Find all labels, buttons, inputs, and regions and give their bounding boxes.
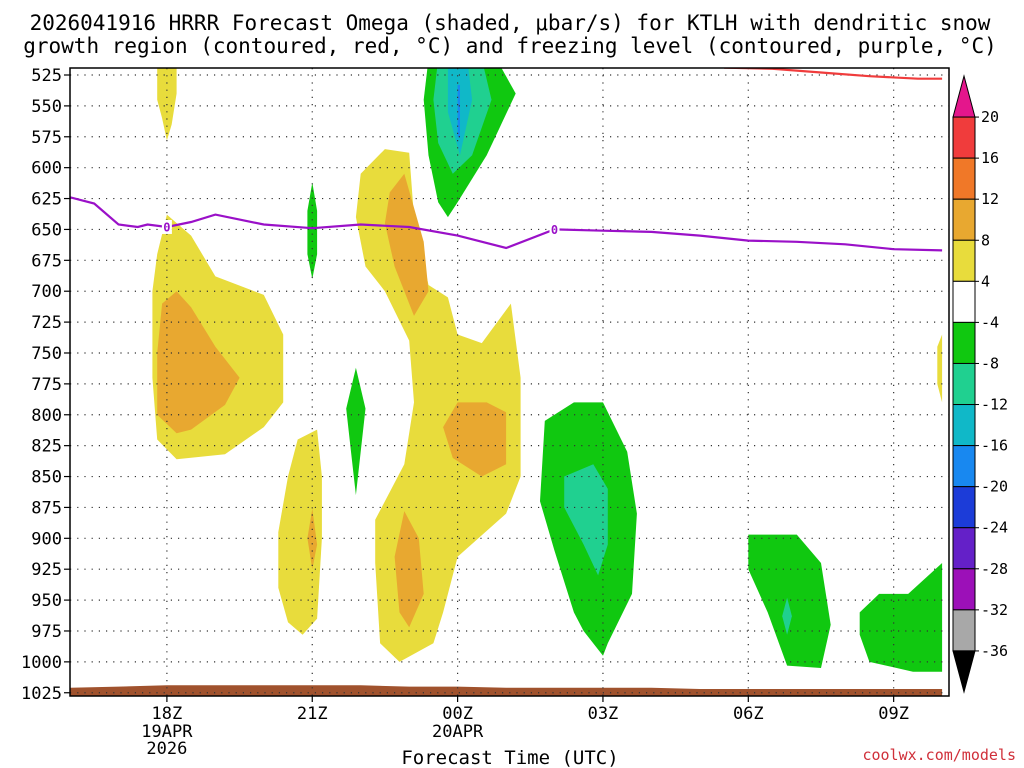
colorbar-bin-10 [952, 486, 976, 529]
colorbar-label--8: -8 [981, 354, 999, 372]
colorbar-label--28: -28 [981, 560, 1008, 578]
x-tick-sublabel-19APR: 19APR [141, 722, 193, 742]
y-tick-label-625: 625 [31, 190, 62, 210]
freezing-level-line [70, 196, 943, 252]
colorbar-label--36: -36 [981, 642, 1008, 660]
colorbar-label--12: -12 [981, 396, 1008, 414]
x-tick-label-00Z: 00Z [442, 704, 473, 724]
omega-region-19 [782, 597, 792, 635]
y-tick-label-525: 525 [31, 66, 62, 86]
colorbar-label-8: 8 [981, 231, 990, 249]
y-tick-label-1025: 1025 [21, 684, 62, 704]
omega-region-2 [157, 291, 240, 434]
y-tick-label-700: 700 [31, 282, 62, 302]
omega-region-20 [859, 563, 943, 672]
omega-region-5 [355, 149, 521, 662]
x-tick-sublabel-20APR: 20APR [432, 722, 484, 742]
plot-frame [69, 67, 950, 697]
omega-region-7 [443, 402, 507, 477]
colorbar-label--20: -20 [981, 478, 1008, 496]
y-tick-label-550: 550 [31, 97, 62, 117]
x-tick-label-06Z: 06Z [733, 704, 764, 724]
y-tick-label-875: 875 [31, 498, 62, 518]
colorbar-label--4: -4 [981, 313, 999, 331]
y-tick-label-600: 600 [31, 159, 62, 179]
y-tick-label-925: 925 [31, 560, 62, 580]
omega-region-18 [748, 534, 831, 668]
omega-region-15 [346, 367, 366, 496]
x-tick-label-18Z: 18Z [152, 704, 183, 724]
colorbar-bin-12 [952, 568, 976, 611]
y-tick-label-725: 725 [31, 313, 62, 333]
colorbar-label-12: 12 [981, 190, 999, 208]
freezing-label-bg-1 [549, 222, 560, 237]
y-tick-label-850: 850 [31, 468, 62, 488]
freezing-level-label-1: 0 [551, 223, 558, 237]
omega-region-13 [457, 84, 460, 137]
y-tick-label-575: 575 [31, 128, 62, 148]
credit-text[interactable]: coolwx.com/models [862, 746, 1016, 764]
colorbar-bin-7 [952, 362, 976, 406]
colorbar-bin-13 [952, 609, 976, 652]
colorbar-bin-11 [952, 527, 976, 570]
omega-region-4 [307, 508, 318, 570]
y-tick-label-950: 950 [31, 591, 62, 611]
omega-region-14 [307, 182, 318, 279]
colorbar-label-4: 4 [981, 272, 990, 290]
chart-title-line-1: 2026041916 HRRR Forecast Omega (shaded, … [30, 11, 991, 35]
colorbar-arrow-top [952, 74, 976, 118]
freezing-level-label-0: 0 [163, 220, 170, 234]
grid-layer [70, 68, 949, 696]
y-tick-label-975: 975 [31, 622, 62, 642]
y-tick-label-800: 800 [31, 406, 62, 426]
x-axis-title: Forecast Time (UTC) [401, 747, 618, 768]
colorbar-label--32: -32 [981, 601, 1008, 619]
colorbar-bin-2 [952, 157, 976, 200]
y-tick-label-750: 750 [31, 344, 62, 364]
x-tick-label-09Z: 09Z [878, 704, 909, 724]
terrain-fill [70, 685, 943, 696]
y-tick-label-650: 650 [31, 220, 62, 240]
colorbar-bin-6 [952, 321, 976, 364]
x-tick-label-03Z: 03Z [588, 704, 619, 724]
terrain-layer [70, 685, 943, 696]
omega-region-6 [384, 173, 429, 316]
freezing-label-bg-0 [161, 219, 172, 234]
colorbar-label--24: -24 [981, 519, 1008, 537]
colorbar-arrow-bottom [952, 650, 976, 694]
colorbar-label--16: -16 [981, 437, 1008, 455]
x-tick-sublabel-2026: 2026 [146, 739, 187, 759]
omega-region-17 [564, 464, 608, 576]
colorbar-bin-8 [952, 404, 976, 447]
colorbar-bin-1 [952, 116, 976, 159]
colorbar-bin-5 [952, 280, 976, 323]
colorbar: 20 16 12 8 4 -4 -8 -12 -16 -20 -24 -28 -32 -36 [952, 74, 1008, 694]
y-tick-label-775: 775 [31, 375, 62, 395]
colorbar-bin-4 [952, 239, 976, 282]
colorbar-bin-9 [952, 445, 976, 488]
chart-title-line-2: growth region (contoured, red, °C) and f… [23, 34, 997, 58]
colorbar-label-20: 20 [981, 108, 999, 126]
omega-shading-layer [152, 68, 943, 672]
y-tick-label-900: 900 [31, 529, 62, 549]
y-axis: 525 550 575 600 625 650 675 700 725 750 775 800 825 8… [21, 66, 70, 704]
y-tick-label-825: 825 [31, 437, 62, 457]
colorbar-bin-3 [952, 198, 976, 241]
x-tick-label-21Z: 21Z [297, 704, 328, 724]
y-tick-label-675: 675 [31, 251, 62, 271]
colorbar-label-16: 16 [981, 149, 999, 167]
omega-region-3 [278, 429, 322, 635]
y-tick-label-1000: 1000 [21, 653, 62, 673]
omega-region-9 [937, 334, 943, 403]
